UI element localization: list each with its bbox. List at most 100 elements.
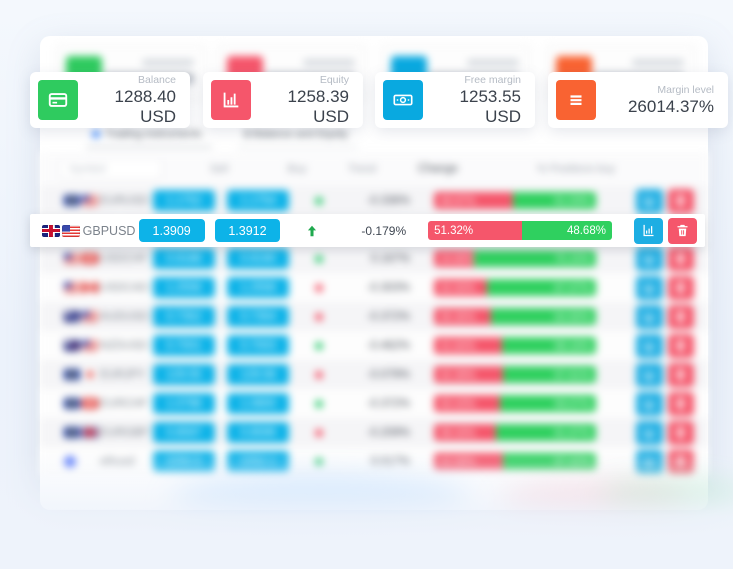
positions-bar: 35.35% 64.65% <box>433 308 597 325</box>
delete-button[interactable] <box>667 275 694 300</box>
buy-price-button[interactable]: 1.3912 <box>214 219 281 242</box>
card-value: 26014.37% <box>627 97 714 116</box>
card-label: Free margin <box>464 74 521 86</box>
sell-price-button[interactable]: 1.0798 <box>152 393 215 414</box>
card-free-margin: Free margin 1253.55 USD <box>375 72 535 128</box>
chart-button[interactable] <box>636 246 663 271</box>
trash-icon <box>675 281 686 294</box>
instrument-row: EURCHF 1.0798 1.0800 -0.372% 40.43% 59.5… <box>40 389 708 418</box>
card-label: Equity <box>319 74 349 86</box>
chart-button[interactable] <box>636 188 663 213</box>
sell-price-button[interactable]: 1.2556 <box>152 277 215 298</box>
trash-icon <box>675 252 686 265</box>
delete-button[interactable] <box>667 188 694 213</box>
bar-chart-icon <box>644 426 655 439</box>
buy-price-button[interactable]: 1.2558 <box>226 277 290 298</box>
trend-cell <box>289 370 349 379</box>
chart-button[interactable] <box>633 217 663 244</box>
chart-button[interactable] <box>636 391 663 416</box>
bar-chart-icon <box>643 224 654 237</box>
delete-button[interactable] <box>667 333 694 358</box>
symbol-label: EURJPY <box>99 368 146 381</box>
buy-price-button[interactable]: 0.7354 <box>226 306 290 327</box>
positions-sell-segment: 24.85% <box>433 250 476 267</box>
sell-price-button[interactable]: 0.7001 <box>152 335 215 356</box>
positions-bar: 42.39% 57.61% <box>433 366 597 383</box>
sell-price-button[interactable]: 129.55 <box>152 364 215 385</box>
change-value: -0.462% <box>367 339 410 352</box>
symbol-search-input[interactable] <box>60 158 162 180</box>
trend-cell <box>289 283 349 292</box>
card-margin-level: Margin level 26014.37% <box>548 72 728 128</box>
trash-icon <box>675 426 686 439</box>
focused-instrument-row: GBPUSD 1.3909 1.3912 -0.179% 51.32% 48.6… <box>30 214 705 247</box>
header-positions-buy: % Positions buy <box>536 163 616 175</box>
delete-button[interactable] <box>667 217 698 244</box>
positions-buy-segment: 59.57% <box>499 395 597 412</box>
positions-sell-segment: 35.35% <box>433 308 492 325</box>
symbol-label: EURUSD <box>99 194 149 207</box>
chart-button[interactable] <box>636 333 663 358</box>
sell-price-button[interactable]: 0.7352 <box>152 306 215 327</box>
buy-price-button[interactable]: 0.7003 <box>226 335 290 356</box>
delete-button[interactable] <box>667 304 694 329</box>
instrument-row: AUDUSD 0.7352 0.7354 -0.372% 35.35% 64.6… <box>40 302 708 331</box>
delete-button[interactable] <box>667 362 694 387</box>
symbol-label: GBPUSD <box>82 223 136 238</box>
positions-sell-segment: 38.33% <box>433 424 497 441</box>
card-value: 1258.39 USD <box>287 87 349 126</box>
flag-icon <box>64 369 80 380</box>
banknote-icon <box>383 80 423 120</box>
delete-button[interactable] <box>667 420 694 445</box>
chart-button[interactable] <box>636 362 663 387</box>
instrument-row: USDCHF 0.9188 0.9190 0.167% 24.85% 75.15… <box>40 244 708 273</box>
bar-chart-icon <box>644 339 655 352</box>
symbol-label: USDCHF <box>99 252 148 265</box>
change-value: -0.079% <box>367 368 410 381</box>
positions-buy-segment: 64.65% <box>491 308 597 325</box>
trend-cell <box>289 254 349 263</box>
flag-pair <box>42 224 83 237</box>
delete-button[interactable] <box>667 246 694 271</box>
sell-price-button[interactable]: 0.9188 <box>152 248 215 269</box>
flag-pair <box>64 311 100 322</box>
card-equity: Equity 1258.39 USD <box>203 72 363 128</box>
positions-buy-segment: 67.07% <box>487 279 597 296</box>
table-header: Sell Buy Trend Change % Positions buy <box>40 152 708 186</box>
flag-icon <box>64 340 80 351</box>
buy-price-button[interactable]: 1.0800 <box>226 393 290 414</box>
chart-button[interactable] <box>636 275 663 300</box>
positions-sell-segment: 41.84% <box>433 337 502 354</box>
tab-trading-instruments[interactable]: Trading instruments <box>86 124 212 148</box>
bar-chart-icon <box>644 252 655 265</box>
buy-price-button[interactable]: 129.58 <box>226 364 290 385</box>
bar-chart-icon <box>644 194 655 207</box>
trash-icon <box>675 339 686 352</box>
trash-icon <box>675 194 686 207</box>
flag-icon <box>64 427 80 438</box>
chart-button[interactable] <box>636 304 663 329</box>
bottom-fade <box>0 452 733 569</box>
flag-icon <box>64 311 80 322</box>
header-trend: Trend <box>347 163 377 175</box>
flag-icon <box>64 282 80 293</box>
buy-price-button[interactable]: 0.9190 <box>226 248 290 269</box>
flag-icon <box>82 311 98 322</box>
buy-price-button[interactable]: 1.1754 <box>226 190 290 211</box>
buy-price-button[interactable]: 0.8599 <box>226 422 290 443</box>
trash-icon <box>675 397 686 410</box>
flag-icon <box>82 427 98 438</box>
flag-pair <box>64 253 100 264</box>
sell-price-button[interactable]: 1.1752 <box>152 190 215 211</box>
delete-button[interactable] <box>667 391 694 416</box>
sell-price-button[interactable]: 1.3909 <box>138 219 205 242</box>
bar-chart-icon <box>644 397 655 410</box>
sell-price-button[interactable]: 0.8597 <box>152 422 215 443</box>
positions-buy-segment: 51.03% <box>513 192 597 209</box>
instrument-row: EURJPY 129.55 129.58 -0.079% 42.39% 57.6… <box>40 360 708 389</box>
chart-button[interactable] <box>636 420 663 445</box>
trend-dot-icon <box>315 428 324 437</box>
flag-pair <box>64 369 100 380</box>
tab-balance-equity[interactable]: $ Balance and Equity <box>237 124 358 148</box>
instrument-row: EURUSD 1.1752 1.1754 -0.336% 48.97% 51.0… <box>40 186 708 215</box>
